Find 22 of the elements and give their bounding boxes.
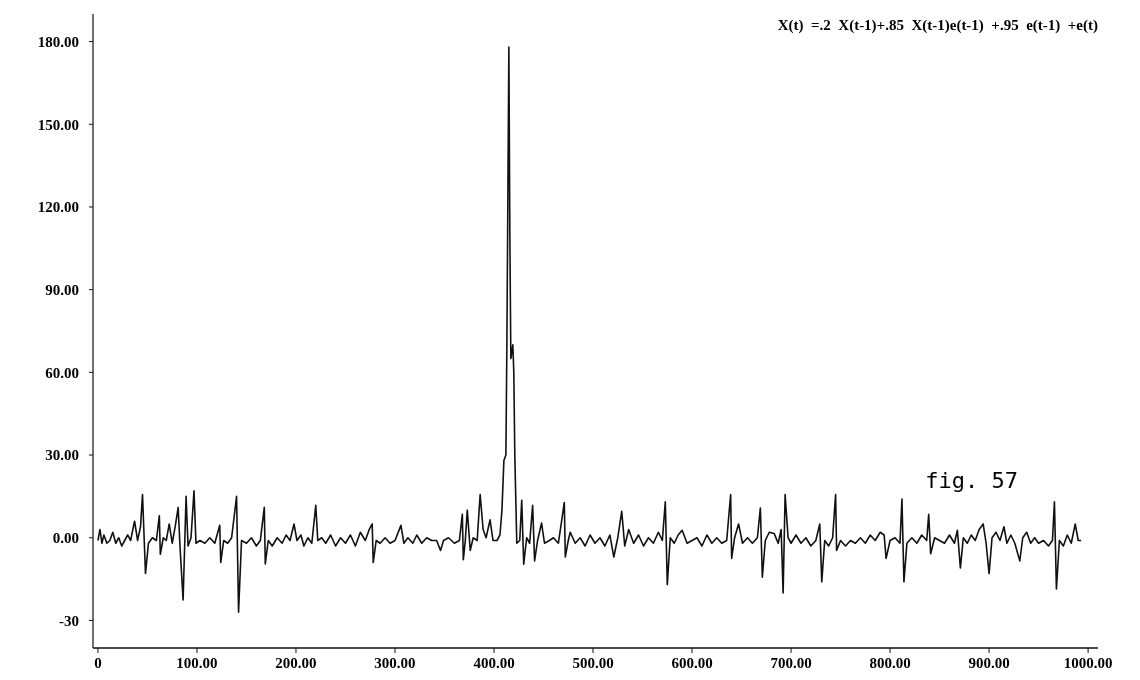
x-tick-label: 900.00 [968, 655, 1010, 671]
x-tick-label: 300.00 [374, 655, 416, 671]
x-tick-label: 200.00 [275, 655, 317, 671]
y-tick-label: 90.00 [45, 281, 79, 298]
line-series [97, 46, 1082, 613]
y-tick-label: 150.00 [37, 116, 79, 133]
x-tick-label: 1000.00 [1063, 655, 1113, 671]
y-tick-label: 60.00 [45, 364, 79, 381]
y-tick-label: 0.00 [52, 529, 79, 546]
y-tick-label: 180.00 [37, 33, 79, 50]
y-tick-label: 30.00 [45, 447, 79, 464]
x-tick-label: 0 [94, 655, 102, 671]
annotation: fig. 57 [925, 468, 1018, 494]
chart-title: X(t) =.2 X(t-1)+.85 X(t-1)e(t-1) +.95 e(t-1) +e(t) [777, 17, 1098, 34]
x-tick-label: 700.00 [770, 655, 812, 671]
x-tick-label: 100.00 [176, 655, 218, 671]
y-tick-label: -30 [59, 612, 79, 629]
x-tick-label: 600.00 [671, 655, 713, 671]
x-tick-label: 500.00 [572, 655, 614, 671]
x-tick-label: 800.00 [869, 655, 911, 671]
y-tick-label: 120.00 [37, 199, 79, 216]
x-tick-label: 400.00 [473, 655, 515, 671]
